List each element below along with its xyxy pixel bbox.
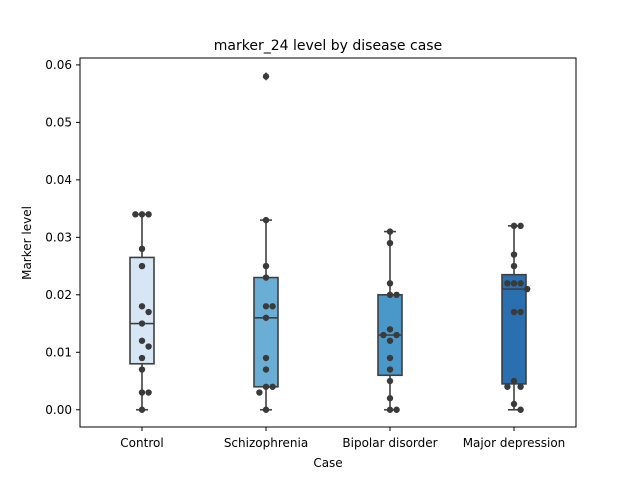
- data-point: [138, 389, 146, 396]
- data-point: [393, 291, 400, 299]
- data-point: [262, 262, 270, 270]
- data-point: [138, 354, 146, 362]
- data-point: [256, 389, 263, 396]
- data-point: [393, 406, 400, 413]
- box: [501, 273, 527, 385]
- y-tick-label: 0.05: [45, 115, 72, 129]
- data-point: [132, 211, 139, 218]
- data-point: [386, 354, 394, 362]
- data-point: [262, 366, 270, 373]
- data-point: [386, 326, 394, 333]
- data-point: [262, 354, 270, 362]
- data-point: [262, 216, 270, 224]
- data-point: [386, 280, 394, 287]
- data-point: [386, 395, 394, 402]
- y-tick-label: 0.02: [45, 288, 72, 302]
- data-point: [380, 331, 387, 339]
- y-tick-label: 0.01: [45, 345, 72, 359]
- data-point: [262, 383, 270, 390]
- data-point: [517, 222, 524, 230]
- y-tick-label: 0.00: [45, 403, 72, 417]
- data-point: [524, 285, 531, 293]
- data-point: [269, 303, 276, 310]
- data-point: [138, 303, 146, 310]
- x-axis-label: Case: [313, 456, 342, 470]
- data-point: [262, 314, 270, 321]
- data-point: [138, 262, 146, 270]
- y-tick-label: 0.04: [45, 173, 72, 187]
- data-point: [145, 343, 152, 350]
- data-point: [510, 280, 518, 287]
- data-point: [510, 262, 518, 270]
- data-point: [510, 222, 518, 230]
- data-point: [138, 320, 146, 327]
- data-point: [138, 406, 146, 413]
- x-tick-label: Major depression: [463, 436, 566, 450]
- y-tick-label: 0.03: [45, 230, 72, 244]
- data-point: [510, 400, 518, 408]
- data-point: [138, 245, 146, 253]
- data-point: [386, 366, 394, 373]
- data-point: [138, 337, 146, 344]
- data-point: [517, 308, 524, 316]
- data-point: [504, 383, 511, 390]
- data-point: [386, 406, 394, 413]
- data-point: [517, 406, 524, 413]
- plot-area: 0.00 0.01 0.02 0.03 0.04 0.05 0.06 Control Schiz…: [45, 57, 577, 450]
- data-point: [138, 211, 146, 218]
- x-tick-label: Schizophrenia: [224, 436, 308, 450]
- data-point: [145, 211, 152, 218]
- data-point: [145, 308, 152, 316]
- chart-title: marker_24 level by disease case: [214, 38, 442, 54]
- data-point: [393, 331, 400, 339]
- x-tick-label: Bipolar disorder: [342, 436, 437, 450]
- data-point: [510, 251, 518, 258]
- data-point: [517, 383, 524, 390]
- data-point: [386, 291, 394, 299]
- data-point: [386, 377, 394, 385]
- data-point: [138, 366, 146, 373]
- data-point: [262, 73, 270, 80]
- y-axis-label: Marker level: [20, 206, 34, 280]
- data-point: [386, 239, 394, 247]
- x-tick-label: Control: [120, 436, 163, 450]
- plot-frame: [79, 57, 577, 428]
- data-point: [262, 274, 270, 281]
- y-tick-label: 0.06: [45, 58, 72, 72]
- data-point: [262, 406, 270, 413]
- data-point: [145, 389, 152, 396]
- data-point: [386, 337, 394, 344]
- data-point: [386, 228, 394, 235]
- data-point: [510, 308, 518, 316]
- data-point: [269, 383, 276, 390]
- data-point: [504, 280, 511, 287]
- data-point: [517, 280, 524, 287]
- data-point: [510, 377, 518, 385]
- data-point: [262, 303, 270, 310]
